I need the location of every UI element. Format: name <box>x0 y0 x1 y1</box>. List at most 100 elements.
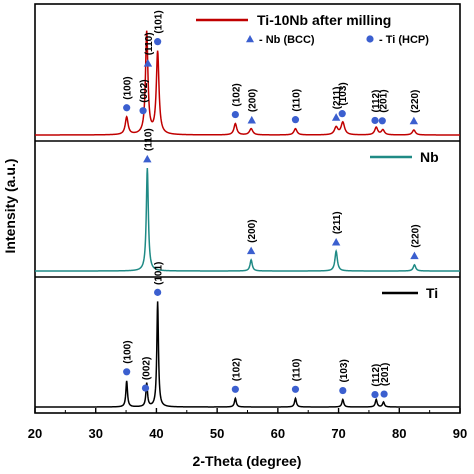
peak-label: (112) <box>371 364 382 387</box>
peak-triangle-marker <box>143 59 153 67</box>
peak-label: (102) <box>231 83 242 106</box>
peak-circle-marker <box>231 385 239 393</box>
pattern-line-2 <box>35 301 460 408</box>
y-axis-label: Intensity (a.u.) <box>2 159 18 254</box>
peak-point <box>376 126 377 127</box>
peak-point <box>336 251 337 252</box>
peak-label: (103) <box>339 359 350 382</box>
peak-point <box>342 121 343 122</box>
peak-circle-marker <box>123 368 131 376</box>
plot-panels: (100) (002)(110)(101)(102) (200) (110) (211)… <box>35 10 460 408</box>
pattern-line-0 <box>35 30 460 136</box>
peak-label: (110) <box>144 32 155 55</box>
peak-circle-marker <box>154 288 162 296</box>
peak-label: (201) <box>380 363 391 386</box>
peak-point <box>146 382 147 383</box>
peak-point <box>383 401 384 402</box>
legend-label: Nb <box>420 149 439 165</box>
peak-label: (101) <box>154 10 165 33</box>
x-tick-label: 90 <box>453 426 467 441</box>
peak-label: (101) <box>154 262 165 285</box>
x-tick-label: 50 <box>210 426 224 441</box>
peak-circle-marker <box>338 110 346 118</box>
peak-label: (100) <box>123 340 134 363</box>
peak-label: (211) <box>332 211 343 234</box>
peak-point <box>251 128 252 129</box>
peak-label: (103) <box>338 82 349 105</box>
peak-label: (110) <box>291 89 302 112</box>
peak-point <box>251 259 252 260</box>
peak-circle-marker <box>154 38 162 46</box>
legend-triangle-icon <box>246 35 254 43</box>
peak-triangle-marker <box>331 237 341 246</box>
panel-1: (110) (200) (211) (220) Nb <box>35 128 460 272</box>
peak-point <box>235 123 236 124</box>
peak-circle-marker <box>371 390 379 399</box>
marker-legend: - Nb (BCC) - Ti (HCP) <box>246 34 429 46</box>
peak-label: (211) <box>332 87 343 110</box>
panel-0: (100) (002)(110)(101)(102) (200) (110) (211)… <box>35 10 460 136</box>
legend-label: Ti <box>426 285 438 301</box>
peak-point <box>414 264 415 265</box>
peak-point <box>147 167 148 168</box>
panel-2: (100) (002) (101) (102) (110) (103) (112)(201)… <box>35 262 460 408</box>
legend-circle-icon <box>366 35 374 43</box>
x-axis: 20 30 40 50 60 70 80 90 <box>28 408 467 441</box>
peak-point <box>382 129 383 130</box>
peak-circle-marker <box>339 386 347 395</box>
peak-point <box>126 380 127 381</box>
peak-label: (110) <box>143 128 154 151</box>
peak-label: (110) <box>291 359 302 382</box>
legend-nb-bcc: - Nb (BCC) <box>259 34 315 46</box>
peak-point <box>336 126 337 127</box>
peak-triangle-marker <box>247 115 256 124</box>
x-tick-label: 60 <box>271 426 285 441</box>
peak-point <box>126 116 127 117</box>
pattern-line-1 <box>35 168 460 272</box>
peak-point <box>157 50 158 51</box>
peak-circle-marker <box>291 116 300 124</box>
peak-triangle-marker <box>143 154 152 163</box>
peak-label: (100) <box>123 76 134 99</box>
peak-circle-marker <box>291 385 300 393</box>
peak-triangle-marker <box>409 116 419 125</box>
legend-ti-hcp: - Ti (HCP) <box>379 34 429 46</box>
peak-label: (002) <box>142 357 153 380</box>
peak-label: (102) <box>231 358 242 381</box>
peak-triangle-marker <box>331 113 341 121</box>
x-tick-label: 70 <box>331 426 345 441</box>
peak-label: (112) <box>371 90 382 113</box>
x-tick-label: 20 <box>28 426 42 441</box>
peak-circle-marker <box>378 117 386 125</box>
peak-label: (220) <box>410 90 421 113</box>
x-tick-label: 80 <box>392 426 406 441</box>
x-tick-label: 30 <box>88 426 102 441</box>
peak-circle-marker <box>123 104 131 112</box>
peak-point <box>376 399 377 400</box>
peak-circle-marker <box>141 384 150 392</box>
peak-point <box>157 301 158 302</box>
peak-point <box>413 129 414 130</box>
peak-point <box>235 398 236 399</box>
x-axis-label: 2-Theta (degree) <box>193 453 302 469</box>
plot-frame <box>34 3 461 414</box>
peak-circle-marker <box>139 107 147 115</box>
peak-point <box>295 128 296 129</box>
peak-label: (201) <box>378 89 389 112</box>
peak-point <box>295 398 296 399</box>
x-tick-label: 40 <box>149 426 163 441</box>
peak-point <box>342 399 343 400</box>
peak-circle-marker <box>231 110 239 119</box>
peak-triangle-marker <box>246 246 256 255</box>
peak-label: (220) <box>410 224 421 247</box>
plot-border <box>34 3 461 414</box>
peak-label: (002) <box>139 79 150 102</box>
peak-circle-marker <box>380 390 388 398</box>
peak-point <box>146 30 147 31</box>
peak-circle-marker <box>371 116 379 125</box>
legend-label: Ti-10Nb after milling <box>257 12 391 28</box>
peak-label: (200) <box>248 89 259 112</box>
peak-triangle-marker <box>410 251 419 260</box>
peak-label: (200) <box>247 219 258 242</box>
